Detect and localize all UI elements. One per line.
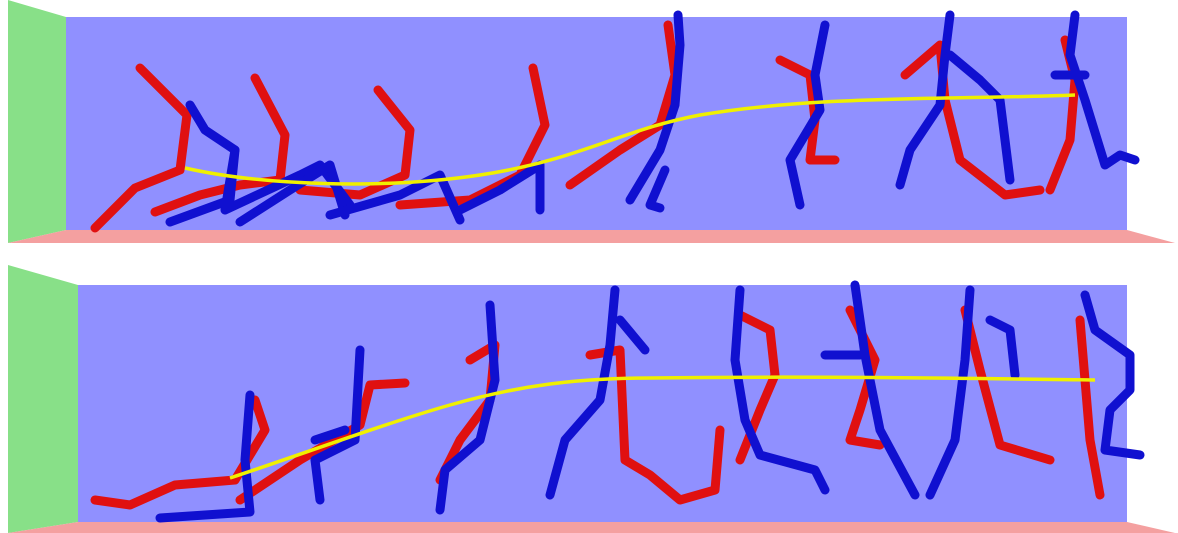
limb — [735, 310, 780, 465]
limb — [435, 300, 500, 515]
limb — [90, 395, 270, 510]
panel-top — [8, 0, 1175, 243]
limb — [895, 10, 955, 190]
limb — [545, 285, 620, 500]
limb — [900, 40, 1045, 200]
limb — [585, 345, 725, 505]
limb — [615, 315, 650, 355]
floor — [8, 230, 1175, 243]
limb — [455, 160, 545, 215]
limb — [925, 285, 975, 500]
limb — [155, 390, 255, 523]
panel-bottom — [8, 265, 1175, 533]
limb — [1065, 10, 1140, 170]
left-wall — [8, 0, 66, 243]
trajectory — [184, 93, 1076, 186]
figures — [90, 280, 1145, 523]
left-wall — [8, 265, 78, 533]
limb — [90, 63, 192, 233]
limb — [960, 305, 1055, 465]
limb — [185, 100, 240, 155]
trajectory — [229, 375, 1096, 480]
limb — [850, 280, 920, 500]
limb — [645, 165, 670, 213]
limb — [1080, 290, 1145, 460]
floor — [8, 522, 1175, 533]
limb — [945, 50, 1015, 185]
limb — [625, 10, 685, 205]
limb — [985, 315, 1020, 380]
limb — [165, 145, 355, 227]
figures — [90, 10, 1140, 233]
limb — [150, 73, 290, 217]
limb — [1075, 315, 1105, 500]
limb — [325, 170, 465, 225]
limb — [730, 285, 830, 495]
limb — [310, 345, 365, 505]
limb — [310, 425, 350, 445]
limb — [785, 20, 830, 210]
limb — [235, 160, 350, 227]
